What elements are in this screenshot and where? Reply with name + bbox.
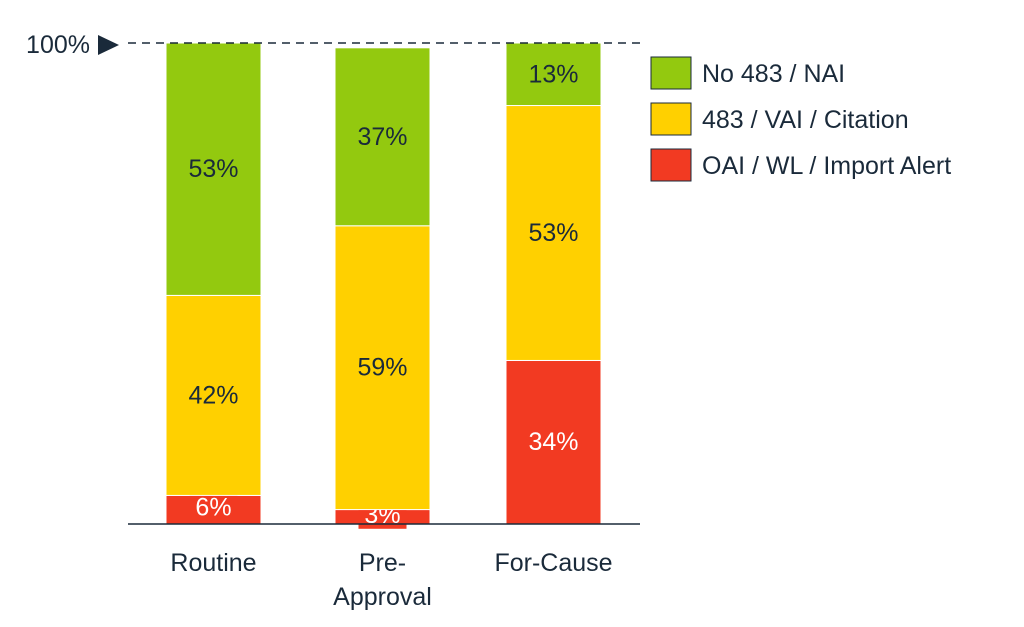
bar-label-bg-routine	[189, 493, 238, 522]
category-label-for-cause: For-Cause	[494, 549, 612, 577]
data-label-routine-no-483-nai: 53%	[188, 155, 238, 183]
data-label-routine-oai-wl-import-alert: 6%	[195, 494, 231, 522]
category-label-pre-approval-line-2: Approval	[333, 583, 432, 611]
bars-group: 6%42%53%3%59%37%34%53%13%	[165, 42, 602, 529]
reference-arrow-icon	[98, 35, 119, 55]
legend-swatch-483-vai-citation	[650, 102, 692, 136]
data-label-for-cause-no-483-nai: 13%	[528, 60, 578, 88]
legend-label-no-483-nai: No 483 / NAI	[702, 60, 845, 88]
data-label-for-cause-483-vai-citation: 53%	[528, 219, 578, 247]
reference-line-label: 100%	[26, 31, 90, 59]
legend-label-483-vai-citation: 483 / VAI / Citation	[702, 106, 909, 134]
bar-segment-pre-approval-no-483-nai	[334, 47, 431, 227]
bar-segment-for-cause-no-483-nai	[505, 42, 602, 107]
legend-swatch-no-483-nai	[650, 56, 692, 90]
bar-segment-for-cause-483-vai-citation	[505, 105, 602, 361]
category-label-pre-approval-line-1: Pre-	[359, 549, 406, 577]
bar-segment-routine-no-483-nai	[165, 42, 262, 296]
data-label-pre-approval-483-vai-citation: 59%	[357, 354, 407, 382]
data-label-pre-approval-no-483-nai: 37%	[357, 123, 407, 151]
category-labels: Routine Pre- Approval For-Cause	[170, 549, 612, 611]
legend-label-oai-wl-import-alert: OAI / WL / Import Alert	[702, 152, 951, 180]
data-label-for-cause-oai-wl-import-alert: 34%	[528, 428, 578, 456]
legend-swatch-oai-wl-import-alert	[650, 148, 692, 182]
data-label-routine-483-vai-citation: 42%	[188, 381, 238, 409]
category-label-routine: Routine	[170, 549, 256, 577]
legend: No 483 / NAI 483 / VAI / Citation OAI / WL…	[650, 56, 951, 182]
